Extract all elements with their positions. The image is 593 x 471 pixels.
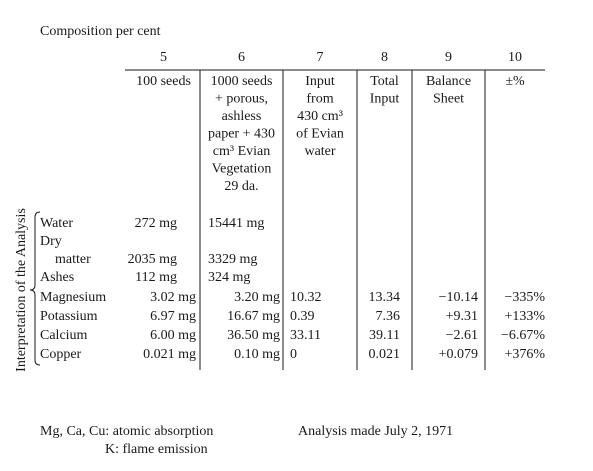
bracket <box>29 211 41 366</box>
column-number: 9 <box>445 50 452 65</box>
row-label: Ashes <box>40 270 74 285</box>
cell: −10.14 <box>439 290 478 305</box>
column-header: Sheet <box>433 92 464 107</box>
cell: 0.021 <box>369 347 401 362</box>
title: Composition per cent <box>40 24 161 39</box>
row-label: Calcium <box>40 328 88 343</box>
column-header: cm³ Evian <box>213 144 270 159</box>
row-label: Copper <box>40 347 82 362</box>
cell: 33.11 <box>290 328 321 343</box>
cell: 0 <box>290 347 297 362</box>
cell: 39.11 <box>369 328 400 343</box>
row-label: matter <box>55 252 91 267</box>
cell: 324 mg <box>208 270 250 285</box>
cell: 6.97 mg <box>150 309 196 324</box>
column-header: paper + 430 <box>208 127 275 142</box>
column-header: Input <box>370 92 400 107</box>
row-label: Dry <box>40 234 62 249</box>
cell: −6.67% <box>501 328 545 343</box>
cell: 10.32 <box>290 290 322 305</box>
cell: 0.021 mg <box>143 347 196 362</box>
row-label: Water <box>40 216 73 231</box>
side-label: Interpretation of the Analysis <box>14 208 29 372</box>
cell: +376% <box>504 347 545 362</box>
cell: +0.079 <box>439 347 478 362</box>
column-header: ±% <box>505 74 525 89</box>
cell: 3329 mg <box>208 252 257 267</box>
cell: +133% <box>504 309 545 324</box>
column-number: 6 <box>238 50 245 65</box>
column-number: 10 <box>508 50 522 65</box>
column-header: Vegetation <box>212 162 272 177</box>
cell: 36.50 mg <box>227 328 280 343</box>
cell: 2035 mg <box>128 252 177 267</box>
cell: +9.31 <box>446 309 478 324</box>
column-header: 100 seeds <box>136 74 191 89</box>
method-note: Mg, Ca, Cu: atomic absorption <box>40 424 213 439</box>
cell: 16.67 mg <box>227 309 280 324</box>
cell: 0.10 mg <box>234 347 280 362</box>
column-header: Total <box>370 74 399 89</box>
cell: 3.02 mg <box>150 290 196 305</box>
cell: 15441 mg <box>208 216 264 231</box>
column-number: 7 <box>317 50 324 65</box>
cell: 7.36 <box>376 309 401 324</box>
cell: 0.39 <box>290 309 315 324</box>
row-label: Potassium <box>40 309 98 324</box>
cell: 112 mg <box>135 270 177 285</box>
cell: 6.00 mg <box>150 328 196 343</box>
cell: 272 mg <box>135 216 177 231</box>
column-header: Input <box>305 74 335 89</box>
cell: 13.34 <box>369 290 401 305</box>
column-header: ashless <box>222 109 262 124</box>
column-header: + porous, <box>215 92 268 107</box>
column-header: Balance <box>426 74 471 89</box>
cell: 3.20 mg <box>234 290 280 305</box>
column-header: water <box>304 144 335 159</box>
column-header: of Evian <box>296 127 344 142</box>
cell: −335% <box>504 290 545 305</box>
row-label: Magnesium <box>40 290 106 305</box>
column-number: 8 <box>381 50 388 65</box>
column-header: 430 cm³ <box>297 109 343 124</box>
method-note: K: flame emission <box>105 442 208 457</box>
column-number: 5 <box>160 50 167 65</box>
column-header: from <box>306 92 333 107</box>
column-header: 29 da. <box>224 179 258 194</box>
cell: −2.61 <box>446 328 478 343</box>
column-header: 1000 seeds <box>211 74 273 89</box>
date-note: Analysis made July 2, 1971 <box>298 424 453 439</box>
